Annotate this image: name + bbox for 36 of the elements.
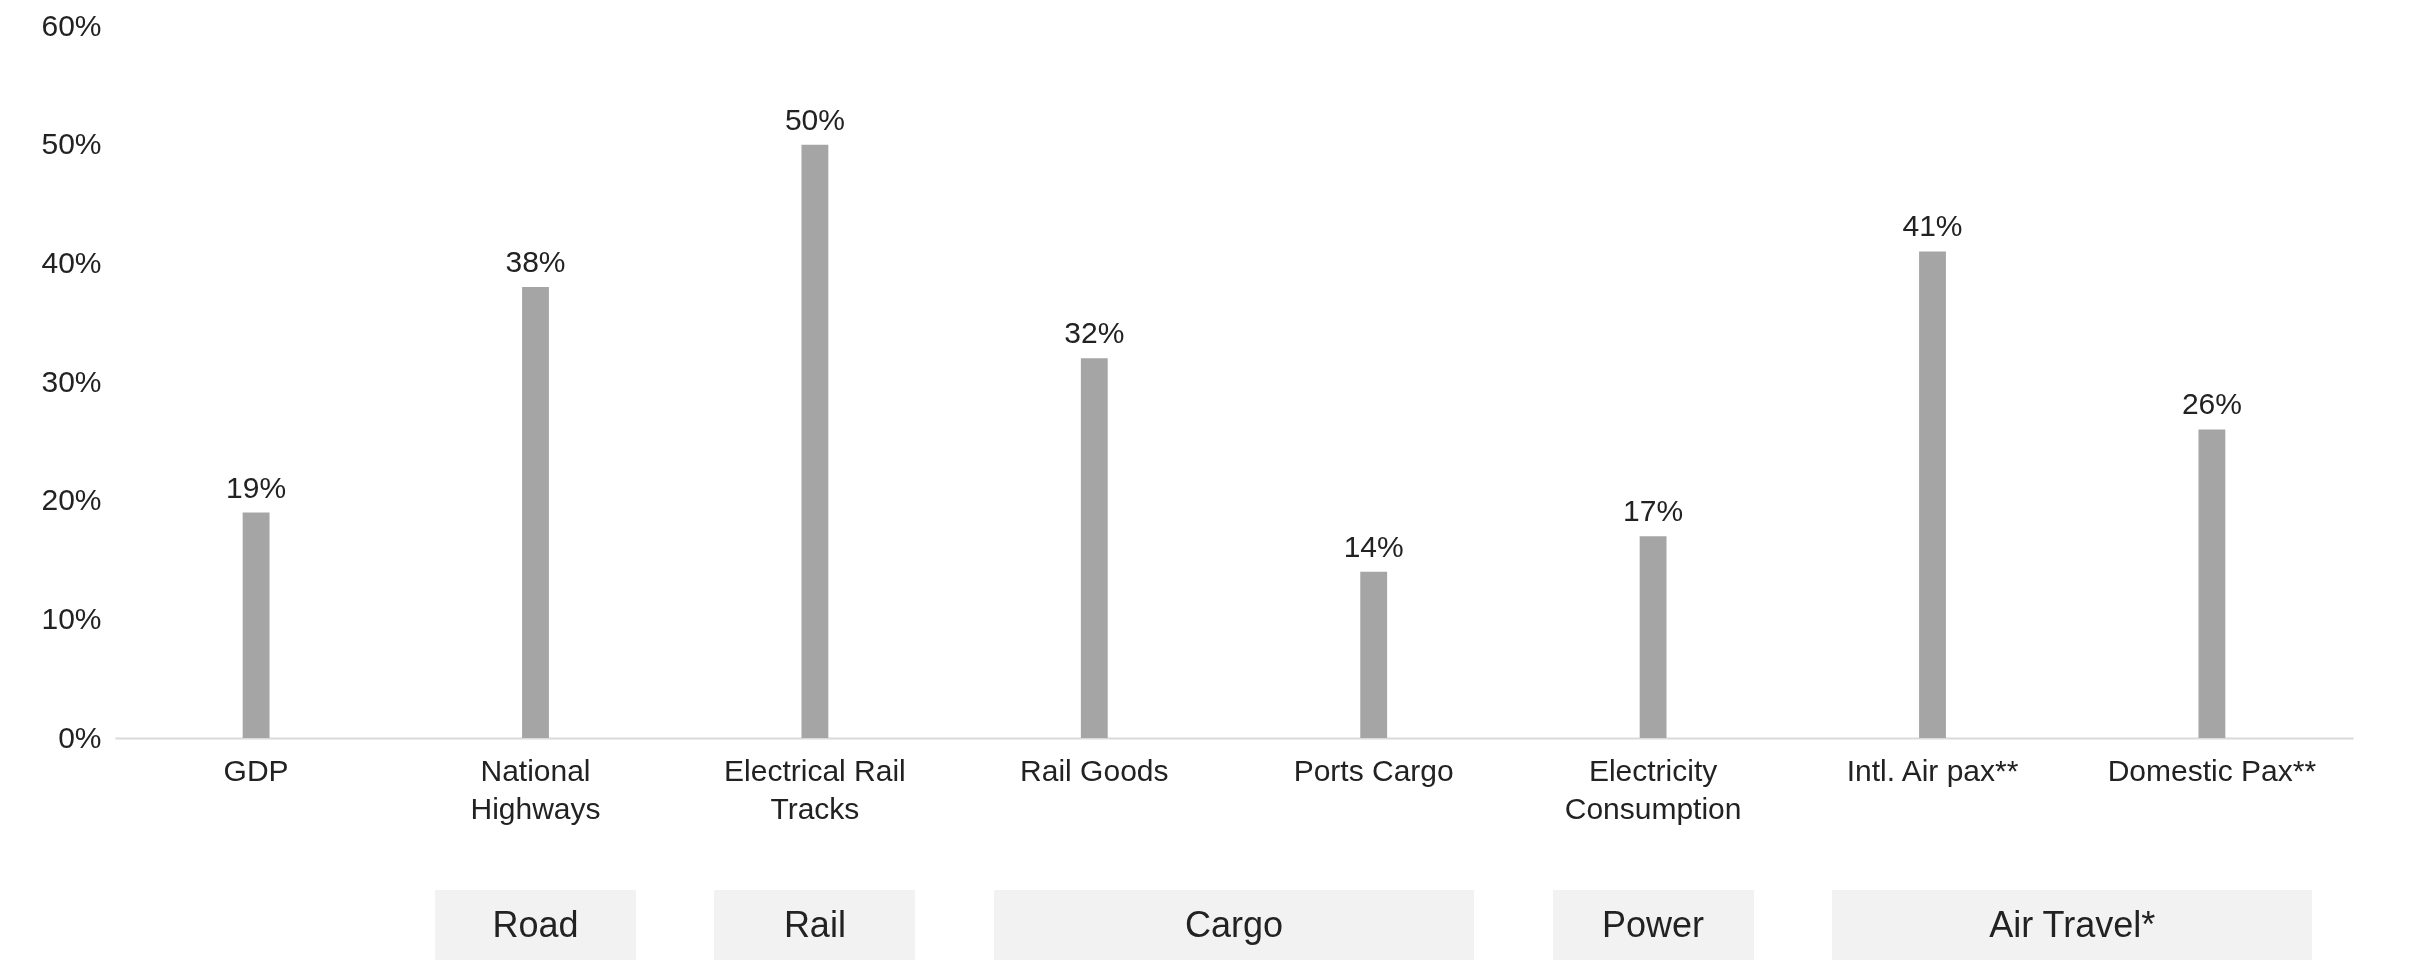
y-tick-label: 10% bbox=[41, 601, 102, 635]
text: Power bbox=[1552, 890, 1754, 960]
x-tick-label: Domestic Pax** bbox=[2107, 753, 2317, 787]
bar bbox=[1919, 251, 1946, 738]
bar bbox=[1360, 571, 1388, 738]
y-tick-label: 60% bbox=[41, 8, 102, 42]
x-tick-label: Electrical Rail Tracks bbox=[724, 753, 906, 825]
bar bbox=[522, 287, 549, 738]
y-tick-label: 40% bbox=[41, 245, 102, 279]
x-tick-label: GDP bbox=[223, 753, 289, 787]
y-tick-label: 50% bbox=[41, 127, 102, 161]
data-label: 41% bbox=[1902, 209, 1963, 243]
x-tick-label: Electricity Consumption bbox=[1564, 753, 1742, 825]
bar bbox=[801, 144, 829, 738]
data-label: 19% bbox=[226, 470, 287, 504]
text: Rail bbox=[714, 890, 916, 960]
x-tick-label: Ports Cargo bbox=[1293, 753, 1454, 787]
data-label: 32% bbox=[1064, 316, 1125, 350]
x-tick-label: National Highways bbox=[470, 753, 601, 825]
data-label: 14% bbox=[1343, 529, 1404, 563]
text: Road bbox=[434, 890, 637, 960]
data-label: 17% bbox=[1623, 494, 1684, 528]
y-tick-label: 20% bbox=[41, 483, 102, 517]
data-label: 50% bbox=[784, 102, 845, 136]
x-tick-label: Rail Goods bbox=[1020, 753, 1169, 787]
x-tick-label: Intl. Air pax** bbox=[1846, 753, 2019, 787]
y-tick-label: 30% bbox=[41, 364, 102, 398]
data-label: 26% bbox=[2181, 387, 2242, 421]
text: Air Travel* bbox=[1831, 890, 2313, 960]
bar bbox=[2198, 429, 2226, 738]
y-tick-label: 0% bbox=[58, 720, 102, 754]
bar bbox=[1080, 358, 1108, 738]
data-label: 38% bbox=[505, 245, 566, 279]
bar bbox=[1639, 536, 1667, 738]
bar bbox=[242, 512, 270, 738]
text: Cargo bbox=[993, 890, 1475, 960]
